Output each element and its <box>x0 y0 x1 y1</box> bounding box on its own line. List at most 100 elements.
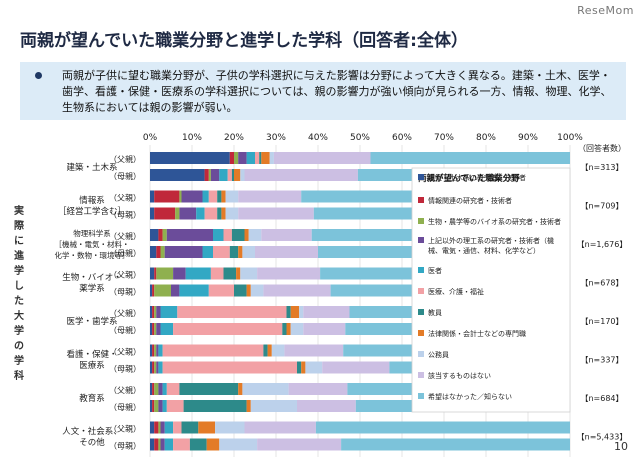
n-count-label: 【n=337】 <box>580 356 623 365</box>
bar-segment <box>154 421 159 434</box>
bar-segment <box>217 190 222 203</box>
y-axis-label-char: の <box>14 341 24 352</box>
bar-segment <box>244 169 358 181</box>
bullet-icon <box>35 72 42 79</box>
bar-segment <box>150 267 155 280</box>
bar-segment <box>221 190 226 203</box>
parent-row-label: （母親） <box>109 325 141 335</box>
legend-swatch <box>418 330 424 336</box>
n-count-label: 【n=709】 <box>580 202 623 211</box>
bar-segment <box>263 284 331 297</box>
bar-segment <box>202 190 209 203</box>
legend-label: 建築・土木系の研究者・技術者 <box>428 173 526 182</box>
category-label: ［経営工学含む］ <box>58 206 126 217</box>
bar-segment <box>160 323 174 335</box>
x-tick-label: 20% <box>224 133 244 143</box>
parent-row-label: （母親） <box>109 287 141 297</box>
bar-segment <box>162 383 167 395</box>
resemom-logo: ReseMom <box>577 4 634 17</box>
bar-segment <box>238 207 314 220</box>
parent-row-label: （母親） <box>109 171 141 181</box>
y-axis-label-char: 大 <box>14 309 24 322</box>
bar-segment <box>158 438 161 451</box>
x-tick-label: 60% <box>392 133 412 143</box>
bar-segment <box>152 306 155 318</box>
n-count-label: 【n=313】 <box>580 163 623 172</box>
y-axis-label-char: 際 <box>14 219 24 232</box>
bar-segment <box>248 229 262 241</box>
n-count-label: 【n=684】 <box>580 394 623 403</box>
parent-row-label: （父親） <box>109 308 141 318</box>
bar-segment <box>210 169 220 181</box>
legend-swatch <box>418 372 424 378</box>
category-label: 化学・数物・環境等］ <box>55 250 130 260</box>
bar-segment <box>297 361 302 374</box>
bar-segment <box>156 323 161 335</box>
bar-segment <box>267 344 272 357</box>
bar-segment <box>156 306 161 318</box>
bar-segment <box>173 267 186 280</box>
bar-segment <box>150 246 157 258</box>
x-tick-label: 40% <box>308 133 328 143</box>
bar-segment <box>290 323 304 335</box>
bar-segment <box>215 421 245 434</box>
bar-segment <box>234 284 247 297</box>
bar-segment <box>282 323 287 335</box>
x-tick-label: 80% <box>476 133 496 143</box>
bar-segment <box>206 438 220 451</box>
bar-segment <box>154 383 159 395</box>
x-tick-label: 10% <box>182 133 202 143</box>
bar-segment <box>269 152 274 164</box>
legend-label: 該当するものはない <box>428 371 491 380</box>
parent-row-label: （父親） <box>109 347 141 357</box>
bar-segment <box>208 284 234 297</box>
bar-segment <box>173 421 182 434</box>
bar-segment <box>213 246 230 258</box>
bar-segment <box>160 438 165 451</box>
x-tick-label: 90% <box>518 133 538 143</box>
bar-segment <box>244 229 249 241</box>
parent-row-label: （父親） <box>109 424 141 434</box>
bar-segment <box>152 400 155 412</box>
category-label: 教育系 <box>79 393 105 404</box>
y-axis-label-char: た <box>14 295 24 307</box>
y-axis-label-char: 実 <box>14 204 24 217</box>
legend-label: 公務員 <box>428 350 449 359</box>
bar-segment <box>162 361 297 374</box>
bar-segment <box>164 438 174 451</box>
bar-segment <box>152 284 155 297</box>
bar-segment <box>223 229 232 241</box>
bar-segment <box>185 267 211 280</box>
bar-segment <box>179 190 182 203</box>
bar-segment <box>152 361 155 374</box>
bar-segment <box>301 361 306 374</box>
bar-segment <box>154 267 157 280</box>
legend-box <box>411 167 571 413</box>
y-axis-label-char: に <box>14 235 24 247</box>
bar-segment <box>164 421 174 434</box>
bar-segment <box>158 383 163 395</box>
bar-segment <box>242 383 289 395</box>
bar-segment <box>150 284 153 297</box>
bar-segment <box>273 152 371 164</box>
bar-segment <box>154 344 157 357</box>
parent-row-label: （父親） <box>109 231 141 241</box>
legend-swatch <box>418 237 424 243</box>
bar-segment <box>229 246 239 258</box>
bar-segment <box>156 267 174 280</box>
bar-segment <box>154 306 157 318</box>
bar-segment <box>196 207 205 220</box>
bar-segment <box>154 361 157 374</box>
bar-segment <box>246 284 251 297</box>
bar-segment <box>173 323 283 335</box>
bar-segment <box>208 169 211 181</box>
bar-segment <box>189 438 207 451</box>
bar-segment <box>303 323 346 335</box>
category-label: ［機械・電気・材料・ <box>55 239 130 249</box>
category-label: 人文・社会系、 <box>62 426 122 437</box>
bar-segment <box>229 152 234 164</box>
bar-segment <box>204 169 209 181</box>
parent-row-label: （母親） <box>109 441 141 451</box>
bar-segment <box>234 169 241 181</box>
